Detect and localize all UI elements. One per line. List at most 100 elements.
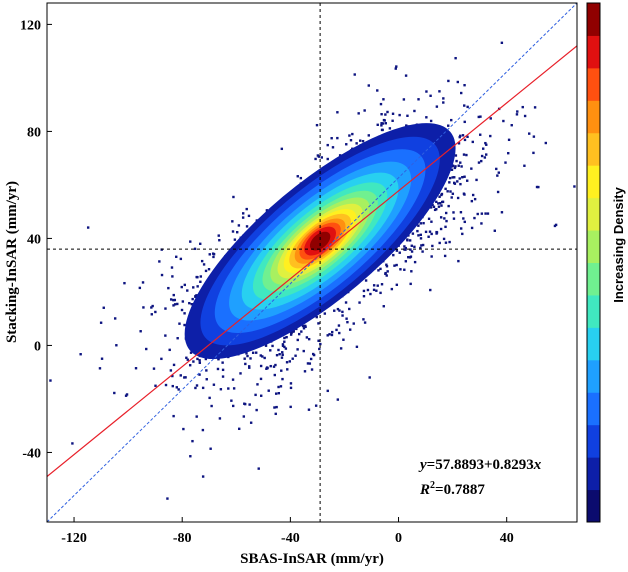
x-tick-label: -80 bbox=[173, 531, 192, 546]
scatter-point bbox=[385, 263, 388, 266]
scatter-point bbox=[294, 354, 297, 357]
scatter-point bbox=[532, 151, 535, 155]
scatter-point bbox=[451, 192, 455, 195]
scatter-point bbox=[496, 190, 500, 194]
scatter-point bbox=[395, 283, 399, 287]
scatter-point bbox=[244, 362, 247, 366]
scatter-point bbox=[376, 284, 379, 287]
scatter-point bbox=[248, 366, 251, 369]
scatter-point bbox=[470, 199, 474, 203]
scatter-point bbox=[205, 369, 208, 372]
scatter-point bbox=[435, 200, 438, 204]
scatter-point bbox=[171, 384, 174, 388]
scatter-point bbox=[201, 475, 205, 478]
scatter-point bbox=[431, 244, 434, 248]
scatter-point bbox=[336, 136, 339, 140]
scatter-point bbox=[454, 56, 457, 60]
scatter-point bbox=[476, 212, 479, 216]
colorbar-segment bbox=[587, 489, 600, 523]
scatter-point bbox=[284, 347, 288, 350]
y-axis-title: Stacking-InSAR (mm/yr) bbox=[4, 181, 20, 343]
scatter-point bbox=[173, 298, 177, 302]
scatter-point bbox=[463, 120, 466, 124]
scatter-point bbox=[212, 383, 216, 386]
scatter-point bbox=[218, 417, 222, 420]
scatter-point bbox=[188, 301, 191, 305]
scatter-point bbox=[286, 368, 289, 371]
scatter-point bbox=[345, 317, 348, 320]
scatter-point bbox=[523, 164, 526, 167]
scatter-point bbox=[257, 467, 260, 470]
scatter-point bbox=[281, 351, 284, 354]
scatter-point bbox=[189, 351, 193, 354]
scatter-point bbox=[363, 109, 366, 112]
scatter-point bbox=[183, 283, 186, 287]
scatter-point bbox=[448, 181, 451, 184]
scatter-point bbox=[185, 356, 188, 359]
scatter-point bbox=[330, 333, 334, 337]
scatter-point bbox=[379, 291, 382, 295]
colorbar-label: Increasing Density bbox=[611, 186, 626, 302]
scatter-point bbox=[435, 208, 438, 211]
scatter-point bbox=[323, 312, 327, 315]
scatter-point bbox=[339, 347, 343, 350]
scatter-point bbox=[330, 137, 333, 140]
scatter-point bbox=[485, 143, 488, 146]
fit-equation: y=57.8893+0.8293x bbox=[418, 457, 542, 473]
scatter-point bbox=[438, 241, 441, 245]
scatter-point bbox=[445, 219, 448, 223]
scatter-point bbox=[271, 344, 274, 348]
scatter-point bbox=[204, 357, 208, 361]
scatter-point bbox=[311, 352, 315, 356]
scatter-point bbox=[413, 260, 417, 264]
scatter-point bbox=[86, 226, 90, 229]
scatter-point bbox=[274, 363, 277, 367]
scatter-point bbox=[413, 245, 416, 249]
scatter-point bbox=[179, 257, 183, 261]
scatter-point bbox=[260, 394, 263, 397]
scatter-point bbox=[349, 139, 353, 142]
scatter-point bbox=[167, 286, 170, 290]
scatter-point bbox=[484, 212, 487, 215]
scatter-point bbox=[124, 394, 128, 397]
scatter-point bbox=[152, 367, 156, 370]
scatter-point bbox=[381, 128, 384, 132]
scatter-point bbox=[479, 115, 482, 118]
scatter-point bbox=[453, 182, 457, 185]
colorbar-frame bbox=[586, 2, 601, 523]
scatter-point bbox=[463, 83, 466, 87]
scatter-point bbox=[380, 122, 383, 125]
scatter-point bbox=[299, 176, 303, 180]
scatter-point bbox=[172, 363, 176, 367]
scatter-point bbox=[450, 196, 453, 199]
scatter-point bbox=[245, 225, 249, 228]
scatter-point bbox=[456, 180, 459, 183]
scatter-point bbox=[380, 124, 383, 127]
scatter-point bbox=[338, 154, 342, 157]
scatter-point bbox=[245, 207, 248, 211]
scatter-point bbox=[448, 240, 451, 244]
scatter-point bbox=[125, 393, 129, 396]
scatter-point bbox=[176, 302, 179, 306]
scatter-point bbox=[485, 153, 488, 156]
scatter-point bbox=[255, 408, 258, 412]
scatter-point bbox=[209, 447, 212, 450]
scatter-point bbox=[319, 342, 322, 346]
colorbar-segment bbox=[587, 230, 600, 263]
scatter-point bbox=[521, 105, 524, 109]
scatter-point bbox=[432, 205, 436, 209]
scatter-point bbox=[466, 135, 469, 139]
scatter-point bbox=[183, 376, 186, 379]
scatter-point bbox=[457, 142, 461, 145]
scatter-point bbox=[444, 241, 448, 244]
scatter-point bbox=[386, 270, 389, 273]
scatter-point bbox=[273, 406, 276, 409]
scatter-point bbox=[309, 357, 313, 361]
scatter-point bbox=[193, 247, 197, 251]
scatter-point bbox=[171, 275, 174, 278]
scatter-point bbox=[277, 348, 280, 352]
colorbar-segment bbox=[587, 262, 600, 296]
scatter-point bbox=[395, 249, 399, 252]
r-squared-value: =0.7887 bbox=[435, 482, 485, 498]
colorbar-segment bbox=[587, 67, 600, 101]
